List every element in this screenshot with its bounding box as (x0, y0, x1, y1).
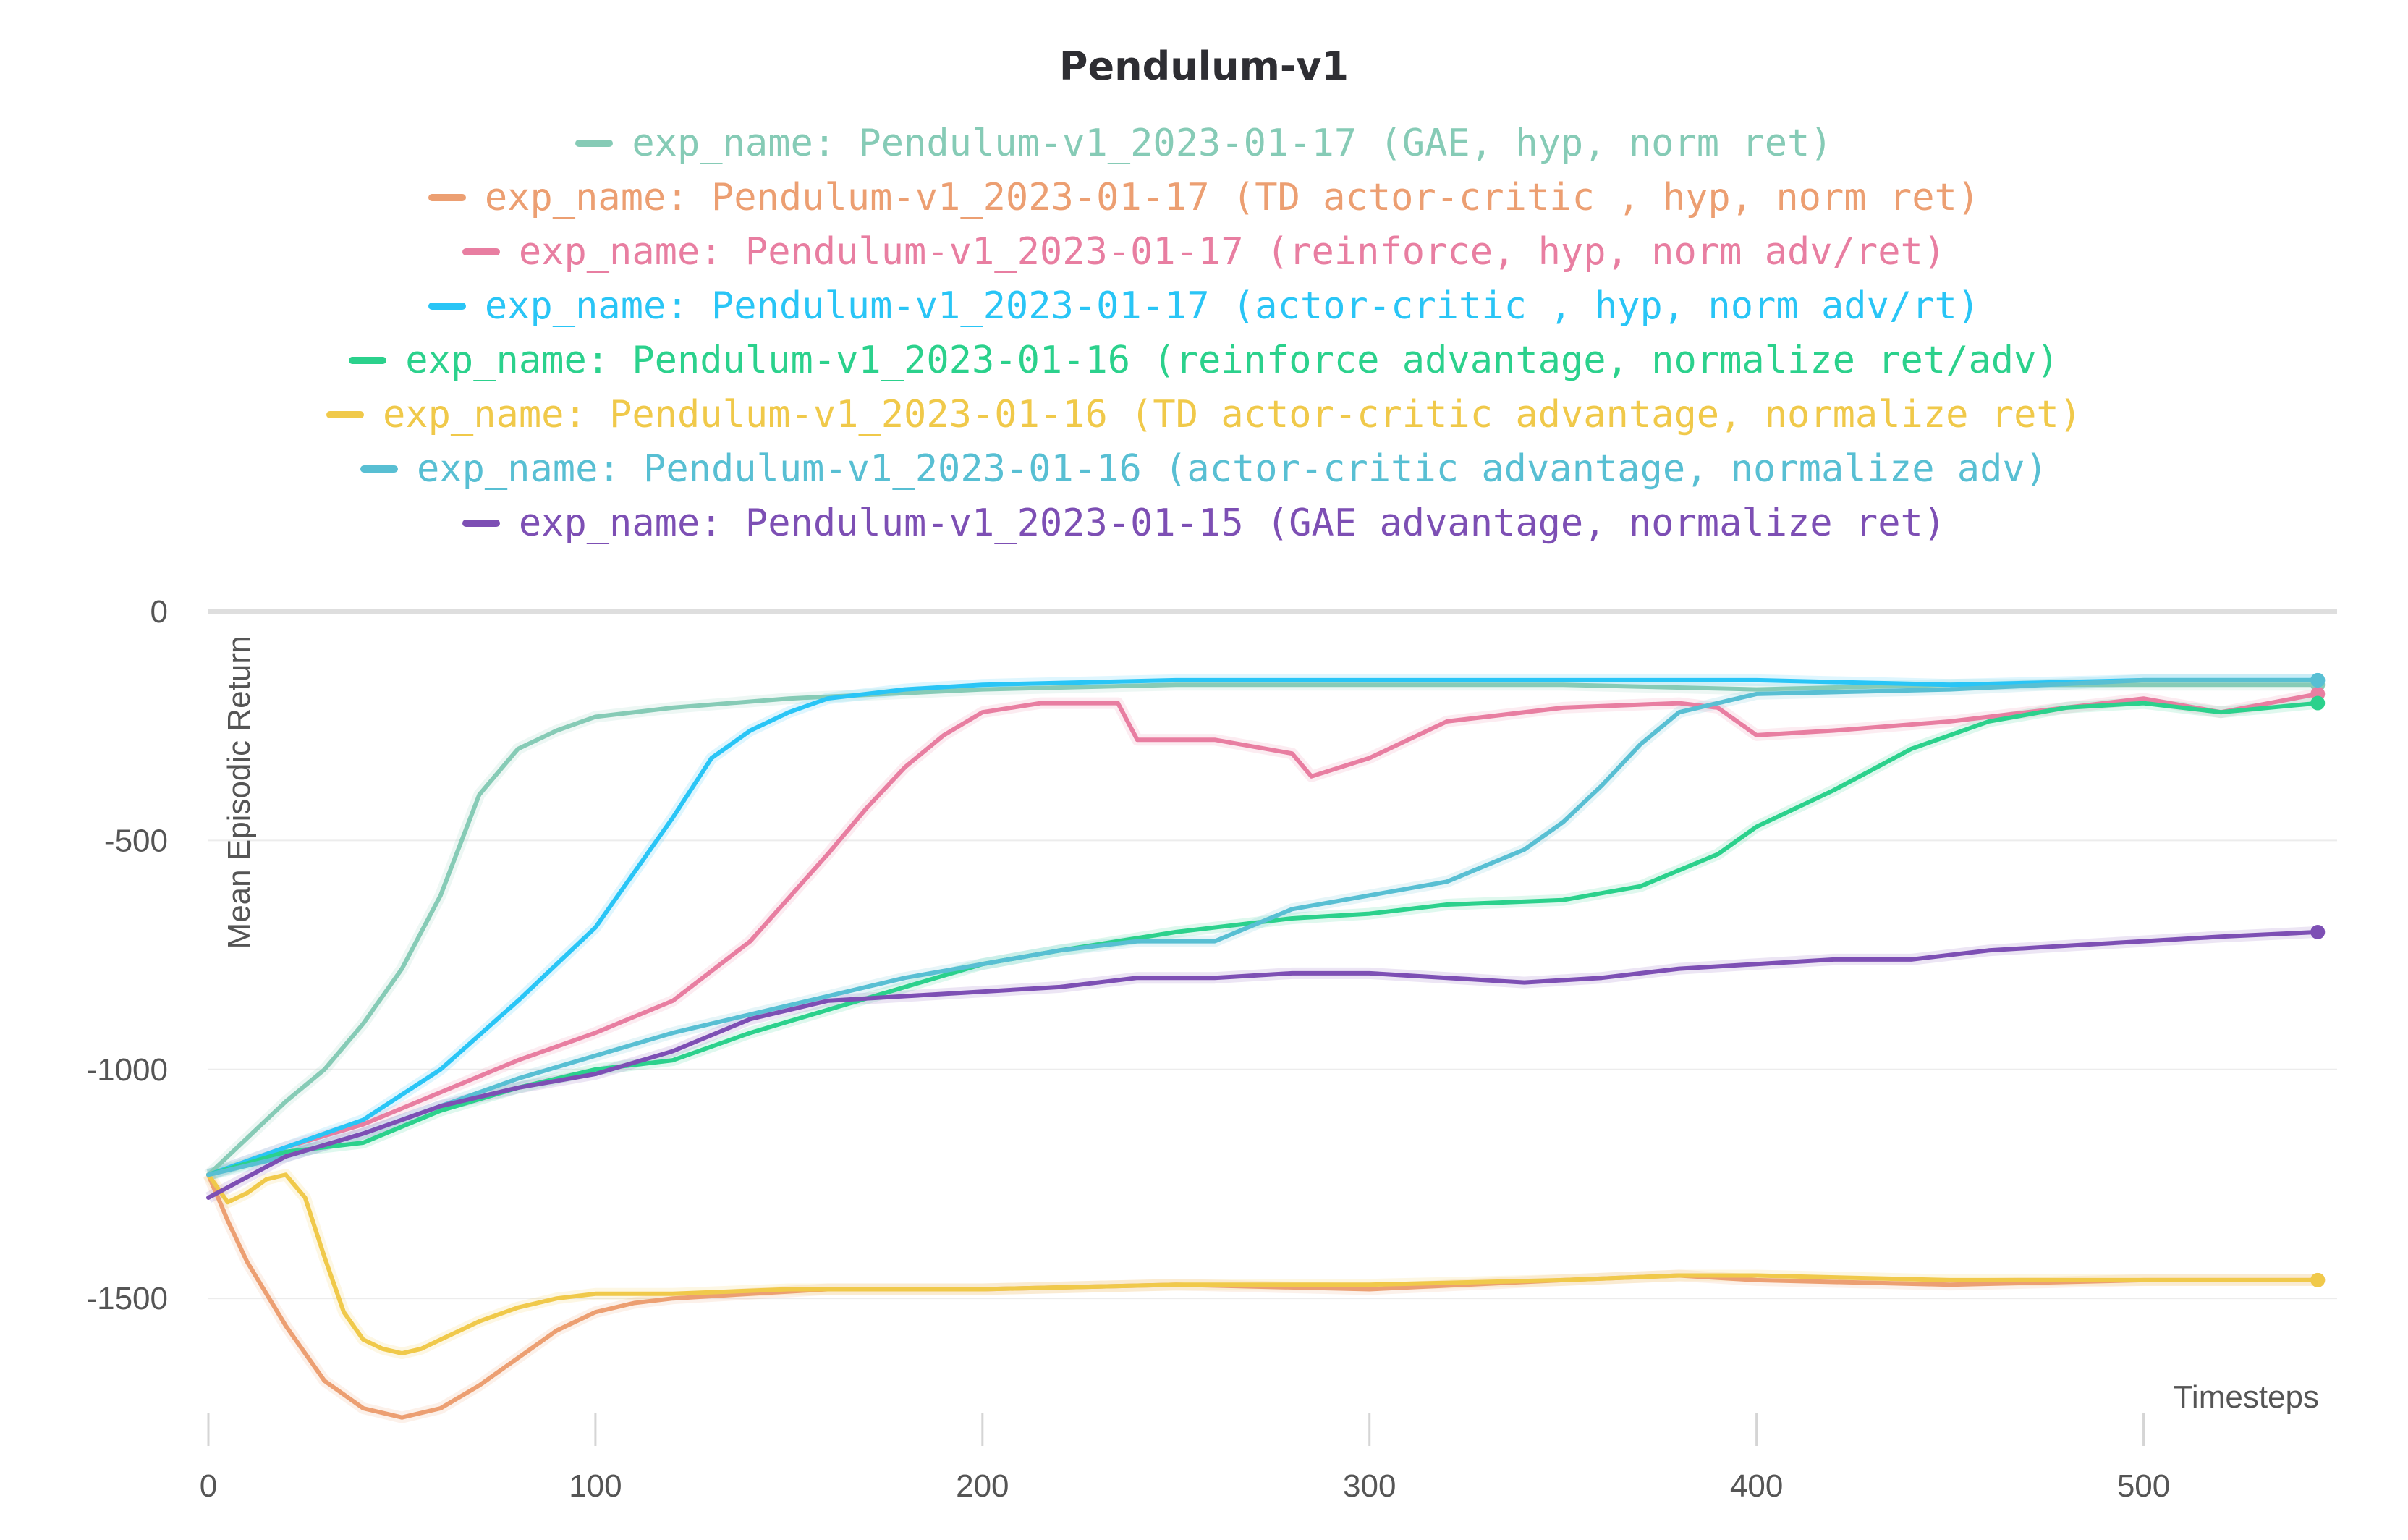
y-axis-label: Mean Episodic Return (221, 636, 257, 949)
legend-label: exp_name: Pendulum-v1_2023-01-16 (actor-… (416, 447, 2048, 491)
legend-swatch (462, 519, 500, 527)
y-tick-label: -1500 (86, 1281, 168, 1316)
legend-swatch (349, 356, 387, 364)
legend-item[interactable]: exp_name: Pendulum-v1_2023-01-16 (actor-… (0, 441, 2408, 496)
series-raw-band (203, 1172, 2318, 1423)
legend-label: exp_name: Pendulum-v1_2023-01-16 (TD act… (383, 392, 2082, 436)
x-tick-label: 400 (1730, 1468, 1783, 1504)
series-line[interactable] (206, 677, 2320, 1177)
series-raw-band (205, 926, 2318, 1203)
legend-label: exp_name: Pendulum-v1_2023-01-16 (reinfo… (405, 338, 2059, 382)
legend-item[interactable]: exp_name: Pendulum-v1_2023-01-17 (actor-… (0, 279, 2408, 333)
legend-swatch (326, 410, 364, 418)
series-lines (203, 672, 2326, 1423)
y-tick-label: 0 (150, 594, 168, 630)
series-line[interactable] (206, 1172, 2320, 1420)
legend: exp_name: Pendulum-v1_2023-01-17 (GAE, h… (0, 116, 2408, 550)
legend-label: exp_name: Pendulum-v1_2023-01-15 (GAE ad… (518, 501, 1946, 545)
gridlines (208, 609, 2337, 1300)
series-end-point (2310, 672, 2326, 688)
series-line[interactable] (206, 1172, 2320, 1356)
legend-label: exp_name: Pendulum-v1_2023-01-17 (reinfo… (518, 229, 1946, 274)
legend-item[interactable]: exp_name: Pendulum-v1_2023-01-16 (reinfo… (0, 333, 2408, 387)
chart-title: Pendulum-v1 (1059, 43, 1349, 89)
legend-item[interactable]: exp_name: Pendulum-v1_2023-01-17 (reinfo… (0, 224, 2408, 279)
series-raw-band (203, 1169, 2318, 1360)
y-tick-label: -1000 (86, 1052, 168, 1088)
series-raw-band (206, 688, 2319, 1180)
legend-label: exp_name: Pendulum-v1_2023-01-17 (TD act… (484, 175, 1980, 219)
series-raw-band (204, 679, 2318, 1180)
series-end-point (2310, 1272, 2326, 1287)
x-tick-label: 500 (2117, 1468, 2170, 1504)
series-line[interactable] (206, 677, 2320, 1177)
x-tick-label: 100 (569, 1468, 622, 1504)
series-line[interactable] (206, 701, 2320, 1177)
x-tick-label: 300 (1343, 1468, 1396, 1504)
series-end-point (2310, 695, 2326, 711)
legend-swatch (360, 465, 398, 473)
legend-swatch (462, 248, 500, 255)
legend-label: exp_name: Pendulum-v1_2023-01-17 (GAE, h… (632, 121, 1833, 165)
legend-item[interactable]: exp_name: Pendulum-v1_2023-01-15 (GAE ad… (0, 496, 2408, 550)
legend-item[interactable]: exp_name: Pendulum-v1_2023-01-17 (GAE, h… (0, 116, 2408, 170)
x-tick-label: 200 (956, 1468, 1009, 1504)
legend-item[interactable]: exp_name: Pendulum-v1_2023-01-16 (TD act… (0, 387, 2408, 441)
y-tick-label: -500 (104, 823, 168, 858)
x-axis-label: Timesteps (2174, 1379, 2319, 1415)
x-tick-label: 0 (200, 1468, 217, 1504)
axes: 0 -500 -1000 -1500 0 100 200 300 400 500 (86, 594, 2170, 1504)
legend-swatch (428, 193, 466, 201)
series-line[interactable] (206, 682, 2320, 1177)
series-line[interactable] (206, 929, 2320, 1200)
series-end-point (2310, 924, 2326, 939)
legend-label: exp_name: Pendulum-v1_2023-01-17 (actor-… (484, 284, 1980, 328)
legend-swatch (575, 139, 614, 147)
legend-item[interactable]: exp_name: Pendulum-v1_2023-01-17 (TD act… (0, 170, 2408, 224)
series-raw-band (206, 697, 2319, 1180)
legend-swatch (428, 302, 466, 310)
series-line[interactable] (206, 691, 2320, 1177)
